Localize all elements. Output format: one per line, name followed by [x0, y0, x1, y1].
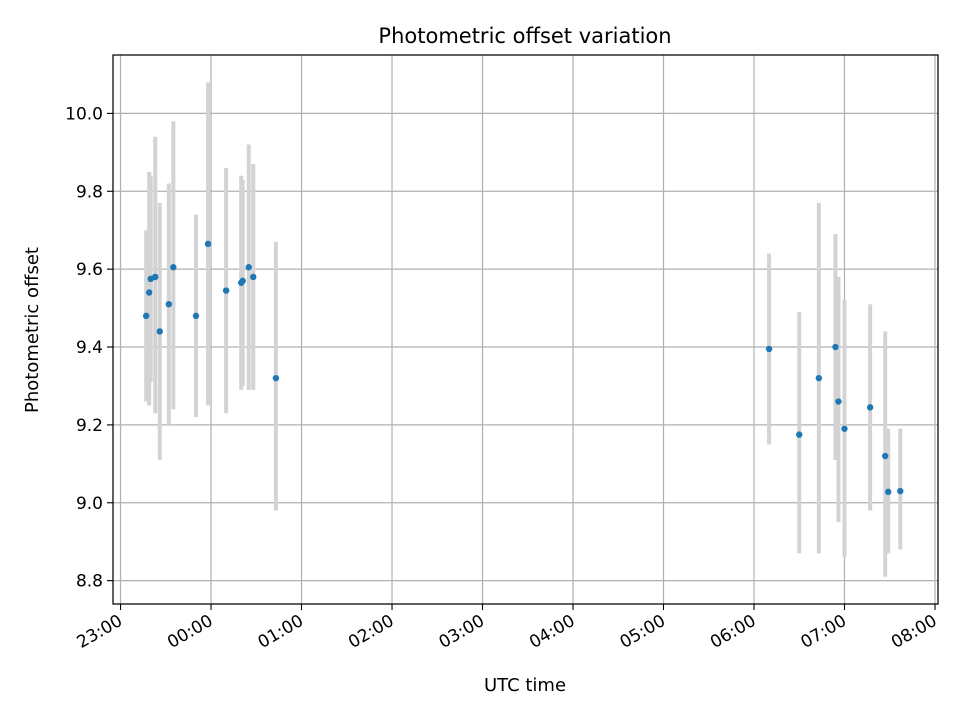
- y-tick-label: 10.0: [65, 104, 103, 124]
- data-point: [796, 431, 803, 438]
- data-points: [142, 240, 904, 496]
- data-point: [239, 277, 246, 285]
- data-point: [192, 312, 200, 320]
- data-point: [142, 312, 150, 320]
- data-point: [145, 289, 153, 296]
- data-point: [882, 452, 889, 460]
- data-point: [841, 425, 848, 432]
- data-point: [245, 264, 252, 271]
- y-tick-label: 9.8: [76, 182, 103, 202]
- data-point: [832, 343, 839, 351]
- data-point: [204, 240, 212, 248]
- data-point: [250, 273, 257, 281]
- y-tick-label: 9.2: [76, 416, 103, 436]
- y-axis: 8.8 9.0 9.2 9.4 9.6 9.8 10.0: [65, 104, 113, 592]
- data-point: [897, 487, 904, 495]
- y-axis-label: Photometric offset: [22, 247, 43, 413]
- y-tick-label: 9.0: [76, 494, 103, 514]
- y-tick-label: 9.4: [76, 338, 103, 358]
- y-tick-label: 8.8: [76, 572, 103, 592]
- chart-title: Photometric offset variation: [378, 24, 671, 48]
- data-point: [152, 273, 159, 281]
- plot-frame: [112, 54, 939, 605]
- data-point: [885, 488, 892, 496]
- data-point: [170, 264, 177, 271]
- y-tick-label: 9.6: [76, 260, 103, 280]
- data-point: [866, 404, 874, 411]
- data-point: [222, 287, 230, 294]
- data-point: [165, 300, 173, 308]
- data-point: [156, 328, 163, 335]
- data-point: [272, 374, 280, 382]
- data-point: [815, 374, 823, 382]
- x-axis-label: UTC time: [484, 675, 566, 696]
- data-point: [765, 345, 773, 353]
- data-point: [835, 398, 842, 405]
